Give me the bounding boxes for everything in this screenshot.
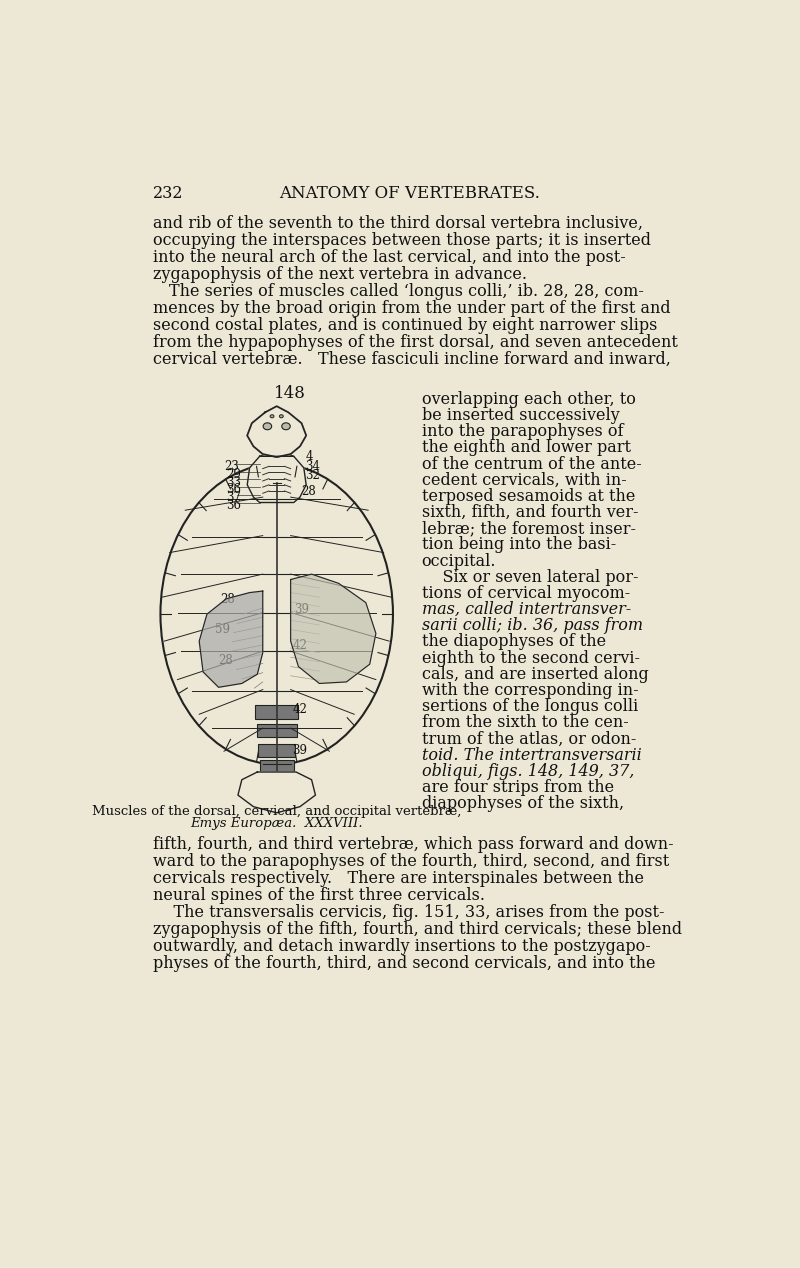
Text: 4: 4 <box>306 450 313 463</box>
Bar <box>258 743 295 757</box>
Text: into the neural arch of the last cervical, and into the post-: into the neural arch of the last cervica… <box>153 250 626 266</box>
Text: Emys Europæa.  XXXVIII.: Emys Europæa. XXXVIII. <box>190 818 363 831</box>
Text: tion being into the basi-: tion being into the basi- <box>422 536 616 553</box>
Polygon shape <box>285 493 292 497</box>
Polygon shape <box>247 406 306 456</box>
Text: 39: 39 <box>292 743 307 757</box>
Ellipse shape <box>270 415 274 418</box>
Text: 32: 32 <box>306 469 320 482</box>
Polygon shape <box>247 456 306 502</box>
Polygon shape <box>262 483 269 487</box>
Text: from the sixth to the cen-: from the sixth to the cen- <box>422 714 628 732</box>
Text: 36: 36 <box>226 498 242 512</box>
Text: lebræ; the foremost inser-: lebræ; the foremost inser- <box>422 520 636 538</box>
Text: toid. The intertransversarii: toid. The intertransversarii <box>422 747 642 763</box>
Bar <box>255 705 298 719</box>
Text: cervical vertebræ.   These fasciculi incline forward and inward,: cervical vertebræ. These fasciculi incli… <box>153 351 670 368</box>
Text: 36: 36 <box>226 483 242 496</box>
Text: physes of the fourth, third, and second cervicals, and into the: physes of the fourth, third, and second … <box>153 955 655 971</box>
Text: sertions of the longus colli: sertions of the longus colli <box>422 699 638 715</box>
Text: of the centrum of the ante-: of the centrum of the ante- <box>422 455 642 473</box>
Polygon shape <box>262 467 269 470</box>
Text: sixth, fifth, and fourth ver-: sixth, fifth, and fourth ver- <box>422 505 638 521</box>
Text: 29: 29 <box>226 468 242 481</box>
Text: and rib of the seventh to the third dorsal vertebra inclusive,: and rib of the seventh to the third dors… <box>153 216 642 232</box>
Text: occupying the interspaces between those parts; it is inserted: occupying the interspaces between those … <box>153 232 650 250</box>
Text: mas, called intertransver-: mas, called intertransver- <box>422 601 630 618</box>
Bar <box>273 794 282 800</box>
Polygon shape <box>262 488 269 492</box>
Text: trum of the atlas, or odon-: trum of the atlas, or odon- <box>422 730 636 747</box>
Text: outwardly, and detach inwardly insertions to the postzygapo-: outwardly, and detach inwardly insertion… <box>153 937 650 955</box>
Text: 42: 42 <box>292 639 307 652</box>
Polygon shape <box>285 488 292 492</box>
Text: cervicals respectively.   There are interspinales between the: cervicals respectively. There are inters… <box>153 870 644 886</box>
Text: 37: 37 <box>226 491 242 503</box>
Text: from the hypapophyses of the first dorsal, and seven antecedent: from the hypapophyses of the first dorsa… <box>153 333 678 351</box>
Polygon shape <box>285 477 292 481</box>
Text: diapophyses of the sixth,: diapophyses of the sixth, <box>422 795 624 812</box>
Text: cals, and are inserted along: cals, and are inserted along <box>422 666 648 682</box>
Polygon shape <box>262 472 269 476</box>
Text: occipital.: occipital. <box>422 553 496 569</box>
Bar <box>260 761 294 773</box>
Text: neural spines of the first three cervicals.: neural spines of the first three cervica… <box>153 886 485 904</box>
Bar <box>271 785 282 792</box>
Ellipse shape <box>263 422 272 430</box>
Text: 33: 33 <box>226 476 242 488</box>
Bar <box>257 724 297 738</box>
Text: be inserted successively: be inserted successively <box>422 407 619 424</box>
Text: eighth to the second cervi-: eighth to the second cervi- <box>422 649 640 667</box>
Polygon shape <box>290 574 376 683</box>
Text: ward to the parapophyses of the fourth, third, second, and first: ward to the parapophyses of the fourth, … <box>153 853 669 870</box>
Text: tions of cervical myocom-: tions of cervical myocom- <box>422 585 630 602</box>
Ellipse shape <box>279 415 283 418</box>
Text: are four strips from the: are four strips from the <box>422 779 614 796</box>
Text: obliqui, figs. 148, 149, 37,: obliqui, figs. 148, 149, 37, <box>422 763 634 780</box>
Text: 59: 59 <box>214 624 230 637</box>
Text: second costal plates, and is continued by eight narrower slips: second costal plates, and is continued b… <box>153 317 657 333</box>
Text: ANATOMY OF VERTEBRATES.: ANATOMY OF VERTEBRATES. <box>279 185 541 202</box>
Text: the eighth and lower part: the eighth and lower part <box>422 440 630 456</box>
Text: 232: 232 <box>153 185 183 202</box>
Polygon shape <box>285 472 292 476</box>
Text: 34: 34 <box>306 460 320 473</box>
Text: 28: 28 <box>220 592 235 606</box>
Text: overlapping each other, to: overlapping each other, to <box>422 391 635 408</box>
Polygon shape <box>262 493 269 497</box>
Text: 148: 148 <box>274 384 306 402</box>
Polygon shape <box>285 467 292 470</box>
Text: 28: 28 <box>218 654 234 667</box>
Text: sarii colli; ib. 36, pass from: sarii colli; ib. 36, pass from <box>422 618 642 634</box>
Text: 39: 39 <box>294 602 309 615</box>
Text: terposed sesamoids at the: terposed sesamoids at the <box>422 488 635 505</box>
Text: The transversalis cervicis, fig. 151, 33, arises from the post-: The transversalis cervicis, fig. 151, 33… <box>153 904 664 921</box>
Text: mences by the broad origin from the under part of the first and: mences by the broad origin from the unde… <box>153 301 670 317</box>
Text: Muscles of the dorsal, cervical, and occipital vertebræ,: Muscles of the dorsal, cervical, and occ… <box>92 805 462 818</box>
Text: the diapophyses of the: the diapophyses of the <box>422 634 606 650</box>
Text: 23: 23 <box>224 460 239 473</box>
Text: cedent cervicals, with in-: cedent cervicals, with in- <box>422 472 626 488</box>
Text: zygapophysis of the next vertebra in advance.: zygapophysis of the next vertebra in adv… <box>153 266 526 283</box>
Text: into the parapophyses of: into the parapophyses of <box>422 424 623 440</box>
Bar <box>262 776 292 789</box>
Text: 28: 28 <box>302 484 316 498</box>
Text: Six or seven lateral por-: Six or seven lateral por- <box>422 569 638 586</box>
Polygon shape <box>262 477 269 481</box>
Polygon shape <box>238 772 315 813</box>
Text: zygapophysis of the fifth, fourth, and third cervicals; these blend: zygapophysis of the fifth, fourth, and t… <box>153 921 682 937</box>
Text: with the corresponding in-: with the corresponding in- <box>422 682 638 699</box>
Text: fifth, fourth, and third vertebræ, which pass forward and down-: fifth, fourth, and third vertebræ, which… <box>153 836 674 853</box>
Polygon shape <box>285 483 292 487</box>
Ellipse shape <box>282 422 290 430</box>
Bar <box>270 776 284 785</box>
Text: The series of muscles called ‘longus colli,’ ib. 28, 28, com-: The series of muscles called ‘longus col… <box>153 283 643 301</box>
Polygon shape <box>199 591 262 687</box>
Text: 42: 42 <box>292 702 307 715</box>
